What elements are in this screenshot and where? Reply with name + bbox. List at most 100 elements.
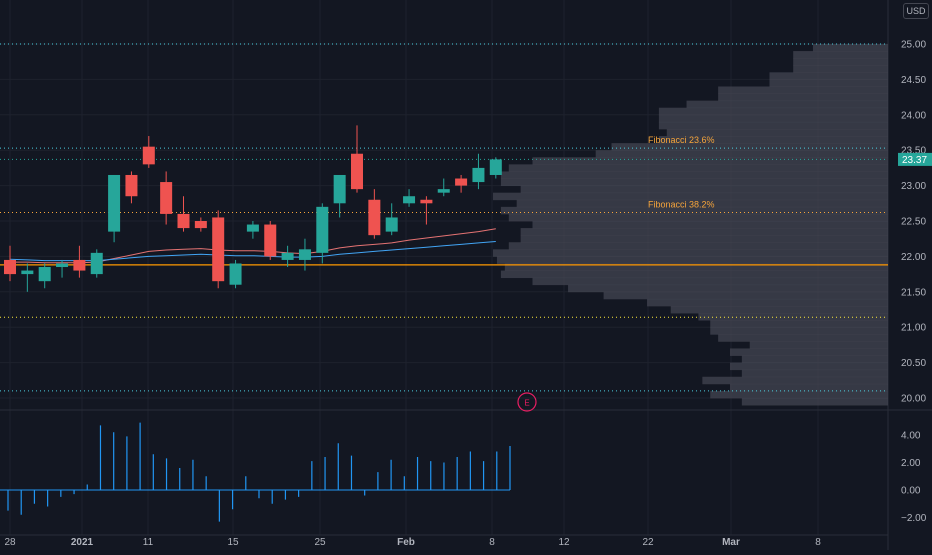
current-price-label: 23.37 xyxy=(902,155,927,166)
oscillator-tick-label: 4.00 xyxy=(901,431,921,442)
volume-profile-bar xyxy=(496,256,888,264)
volume-profile-bar xyxy=(730,348,888,356)
volume-profile-bar xyxy=(532,221,888,229)
price-tick-label: 20.50 xyxy=(901,358,926,369)
candle-body xyxy=(403,196,416,204)
volume-profile-bar xyxy=(508,213,888,222)
candle-body xyxy=(73,259,86,271)
time-tick-label: 12 xyxy=(558,537,570,548)
candle-body xyxy=(281,252,294,260)
earnings-letter: E xyxy=(524,399,529,408)
volume-profile-bar xyxy=(520,228,888,236)
candle-body xyxy=(21,270,34,275)
oscillator-axis[interactable]: 4.00 2.00 0.00 −2.00 xyxy=(901,431,927,525)
volume-profile-bar xyxy=(741,369,888,378)
volume-profile-bar xyxy=(493,192,888,201)
candle-body xyxy=(489,159,502,175)
candle-body xyxy=(246,224,259,232)
candle-body xyxy=(455,178,468,186)
volume-profile-bar xyxy=(658,114,888,123)
candle-body xyxy=(160,182,173,214)
volume-profile-bar xyxy=(793,51,888,59)
candle-body xyxy=(298,249,311,260)
candle-body xyxy=(385,217,398,232)
volume-profile-bar xyxy=(718,93,888,102)
time-tick-label: 28 xyxy=(4,537,16,548)
volume-profile-bar xyxy=(741,355,888,363)
volume-profile-bar xyxy=(493,249,888,257)
price-axis[interactable]: 25.00 24.50 24.00 23.50 23.00 22.50 22.00 21.50… xyxy=(901,40,926,405)
price-tick-label: 24.50 xyxy=(901,75,926,86)
volume-profile xyxy=(493,44,888,406)
price-tick-label: 21.00 xyxy=(901,323,926,334)
volume-profile-bar xyxy=(793,65,888,73)
volume-profile-bar xyxy=(710,320,888,328)
volume-profile-bar xyxy=(568,284,888,293)
price-tick-label: 21.50 xyxy=(901,287,926,298)
volume-profile-bar xyxy=(500,171,888,179)
oscillator-tick-label: −2.00 xyxy=(901,513,927,524)
time-tick-label: 25 xyxy=(314,537,326,548)
price-tick-label: 22.50 xyxy=(901,217,926,228)
candle-body xyxy=(316,206,329,253)
price-tick-label: 22.00 xyxy=(901,252,926,263)
volume-profile-bar xyxy=(595,150,888,158)
volume-profile-bar xyxy=(658,107,888,116)
volume-profile-bar xyxy=(504,263,888,271)
volume-profile-bar xyxy=(769,79,888,87)
candle-body xyxy=(38,267,51,282)
candle-body xyxy=(90,252,103,275)
volume-profile-bar xyxy=(769,72,888,80)
volume-profile-bar xyxy=(698,313,888,321)
volume-profile-bar xyxy=(500,206,888,215)
candle-body xyxy=(194,221,207,229)
price-tick-label: 25.00 xyxy=(901,40,926,51)
time-tick-label: 2021 xyxy=(71,537,94,548)
candle-body xyxy=(125,174,138,197)
candle-body xyxy=(212,217,225,282)
price-tick-label: 23.50 xyxy=(901,146,926,157)
price-tick-label: 24.00 xyxy=(901,110,926,121)
time-tick-label: 15 xyxy=(227,537,239,548)
volume-profile-bar xyxy=(500,178,888,186)
volume-profile-bar xyxy=(686,100,888,109)
volume-profile-bar xyxy=(611,143,888,151)
time-tick-label: 22 xyxy=(642,537,654,548)
oscillator-tick-label: 2.00 xyxy=(901,458,921,469)
volume-profile-bar xyxy=(793,58,888,66)
time-tick-label: 8 xyxy=(815,537,821,548)
volume-profile-bar xyxy=(658,136,888,144)
time-axis[interactable]: 28 2021 11 15 25 Feb 8 12 22 Mar 8 xyxy=(4,537,821,548)
fibonacci-labels: Fibonacci 23.6% Fibonacci 38.2% xyxy=(648,135,715,209)
currency-badge[interactable]: USD xyxy=(903,3,929,19)
volume-profile-bar xyxy=(710,390,888,399)
time-tick-label: 8 xyxy=(489,537,495,548)
current-price-tag: 23.37 xyxy=(898,152,932,166)
volume-profile-bar xyxy=(718,334,888,342)
candle-body xyxy=(177,213,190,229)
volume-profile-bar xyxy=(812,44,888,52)
volume-profile-bar xyxy=(666,128,888,137)
earnings-marker[interactable]: E xyxy=(517,392,537,412)
candle-body xyxy=(420,199,433,204)
volume-profile-bar xyxy=(718,86,888,94)
time-tick-label: 11 xyxy=(143,537,154,548)
price-levels xyxy=(0,43,888,392)
volume-profile-bar xyxy=(741,398,888,406)
volume-profile-bar xyxy=(508,242,888,250)
volume-profile-bar xyxy=(670,305,888,314)
volume-profile-bar xyxy=(500,270,888,279)
volume-profile-bar xyxy=(516,199,888,208)
current-price-tag-bg xyxy=(898,152,932,166)
volume-profile-bar xyxy=(532,277,888,286)
candle-body xyxy=(368,199,381,236)
earnings-circle xyxy=(517,392,537,412)
volume-profile-bar xyxy=(710,327,888,335)
time-tick-label: Feb xyxy=(397,537,415,548)
candle-body xyxy=(472,167,485,183)
volume-profile-bar xyxy=(647,298,888,307)
oscillator-tick-label: 0.00 xyxy=(901,486,921,497)
candle-body xyxy=(437,189,450,193)
